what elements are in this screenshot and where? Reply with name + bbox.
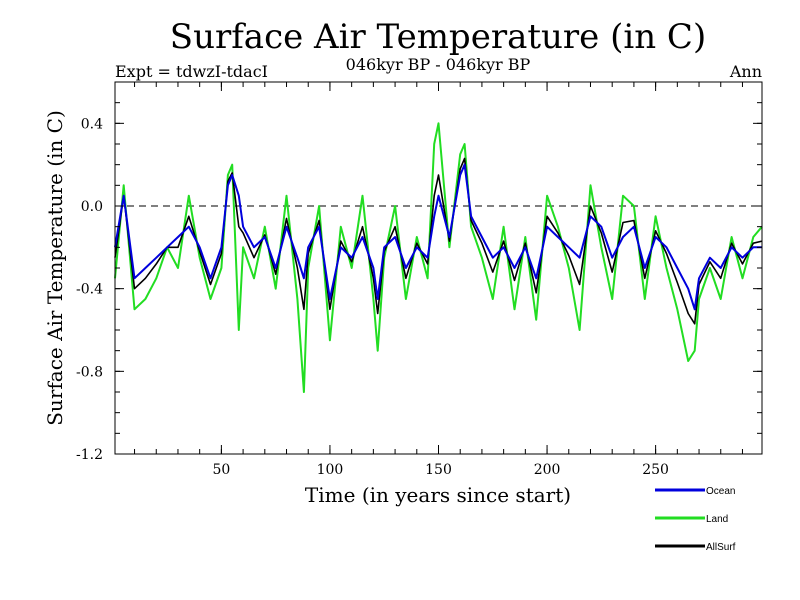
y-tick-label: -0.8 bbox=[76, 364, 103, 380]
legend: Ocean Land AllSurf bbox=[655, 486, 736, 553]
y-axis-label: Surface Air Temperature (in C) bbox=[43, 110, 67, 426]
x-tick-label: 150 bbox=[425, 462, 452, 478]
legend-label-allsurf: AllSurf bbox=[706, 542, 736, 553]
axis-layer: -1.2 -0.8 -0.4 0.0 0.4 50 100 150 200 250 bbox=[76, 81, 762, 478]
subtitle-season: Ann bbox=[729, 62, 762, 81]
x-tick-label: 100 bbox=[317, 462, 344, 478]
subtitle-expt: Expt = tdwzI-tdacI bbox=[115, 62, 268, 81]
y-tick-label: -0.4 bbox=[76, 282, 103, 298]
x-tick-label: 50 bbox=[212, 462, 230, 478]
x-axis-label: Time (in years since start) bbox=[305, 483, 571, 507]
plot-frame bbox=[114, 81, 763, 455]
chart-title: Surface Air Temperature (in C) bbox=[170, 17, 706, 57]
legend-label-ocean: Ocean bbox=[706, 486, 735, 497]
y-tick-label: 0.0 bbox=[81, 199, 103, 215]
series-line-ocean bbox=[114, 163, 762, 311]
x-tick-label: 200 bbox=[534, 462, 561, 478]
y-tick-label: 0.4 bbox=[81, 116, 103, 132]
series-line-allsurf bbox=[114, 157, 763, 325]
legend-label-land: Land bbox=[706, 514, 728, 525]
series-layer bbox=[114, 122, 763, 393]
x-tick-label: 250 bbox=[642, 462, 669, 478]
subtitle-period: 046kyr BP - 046kyr BP bbox=[346, 55, 531, 74]
y-tick-label: -1.2 bbox=[76, 447, 103, 463]
series-line-land bbox=[114, 122, 763, 393]
